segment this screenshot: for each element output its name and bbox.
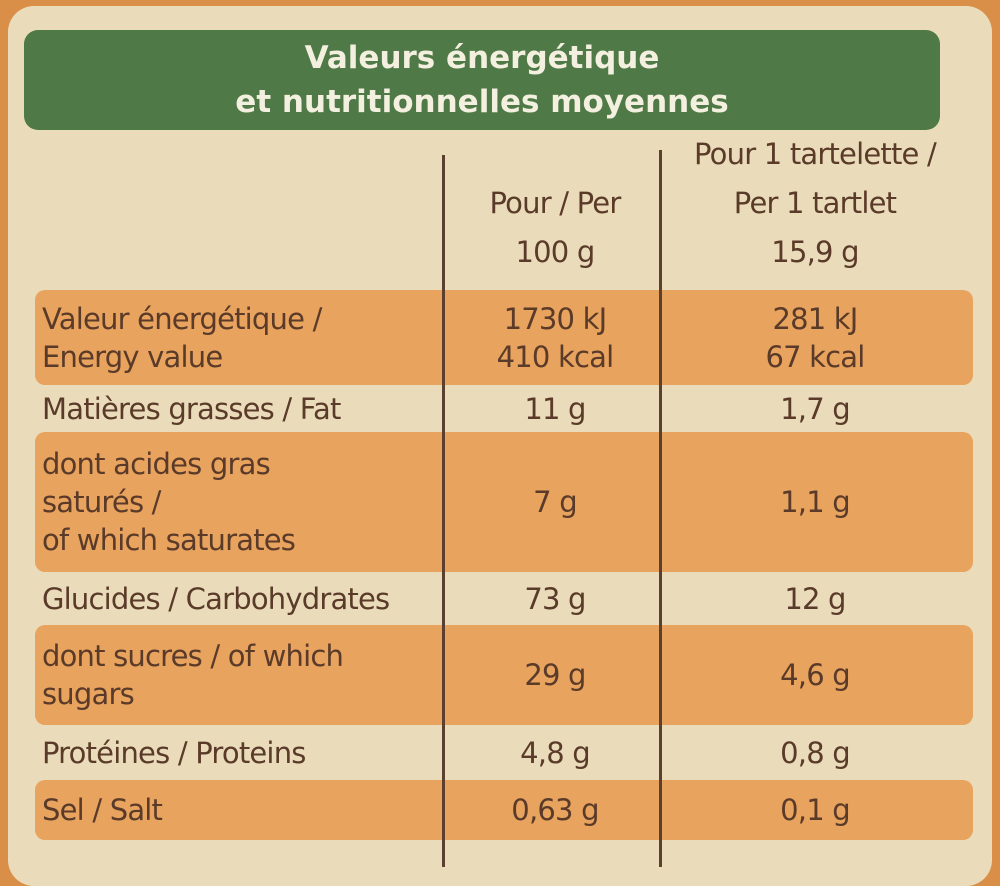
column-header: Pour / Per	[489, 186, 622, 220]
column-divider	[442, 155, 445, 867]
row-band	[35, 625, 973, 725]
cell-value: 73 g	[524, 581, 586, 616]
cell-value: 0,8 g	[780, 735, 851, 770]
row-label: Matières grasses / Fat	[42, 391, 341, 426]
cell-value: 1730 kJ	[503, 301, 608, 336]
row-label: Sel / Salt	[42, 793, 163, 827]
cell-value: 410 kcal	[496, 339, 615, 374]
column-header: Pour 1 tartelette /	[694, 137, 937, 171]
row-band	[35, 780, 973, 840]
cell-value: 4,8 g	[520, 735, 591, 770]
cell-value: 281 kJ	[772, 301, 858, 336]
cell-value: 0,1 g	[780, 793, 851, 827]
row-label: dont sucres / of which	[42, 639, 344, 673]
row-label: Valeur énergétique /	[42, 301, 322, 336]
title-line: Valeurs énergétique	[304, 40, 660, 76]
cell-value: 29 g	[524, 658, 586, 692]
cell-value: 7 g	[533, 485, 577, 519]
row-label: of which saturates	[42, 523, 296, 557]
row-label: Glucides / Carbohydrates	[42, 581, 390, 616]
cell-value: 11 g	[524, 391, 586, 426]
row-band	[35, 290, 973, 385]
cell-value: 1,1 g	[780, 485, 851, 519]
page: Valeurs énergétique et nutritionnelles m…	[8, 6, 992, 886]
cell-value: 0,63 g	[511, 793, 599, 827]
cell-value: 12 g	[784, 581, 846, 616]
row-label: saturés /	[42, 485, 161, 519]
row-label: Protéines / Proteins	[42, 735, 306, 770]
column-header: 15,9 g	[771, 235, 859, 269]
cell-value: 1,7 g	[780, 391, 851, 426]
column-header: Per 1 tartlet	[733, 186, 897, 220]
row-band	[35, 432, 973, 572]
column-divider	[659, 150, 662, 867]
title-line: et nutritionnelles moyennes	[235, 84, 729, 120]
cell-value: 4,6 g	[780, 658, 851, 692]
column-header: 100 g	[515, 235, 596, 269]
row-label: sugars	[42, 677, 135, 711]
cell-value: 67 kcal	[765, 339, 865, 374]
row-label: Energy value	[42, 339, 223, 374]
row-label: dont acides gras	[42, 447, 271, 481]
title-banner: Valeurs énergétique et nutritionnelles m…	[24, 30, 940, 130]
